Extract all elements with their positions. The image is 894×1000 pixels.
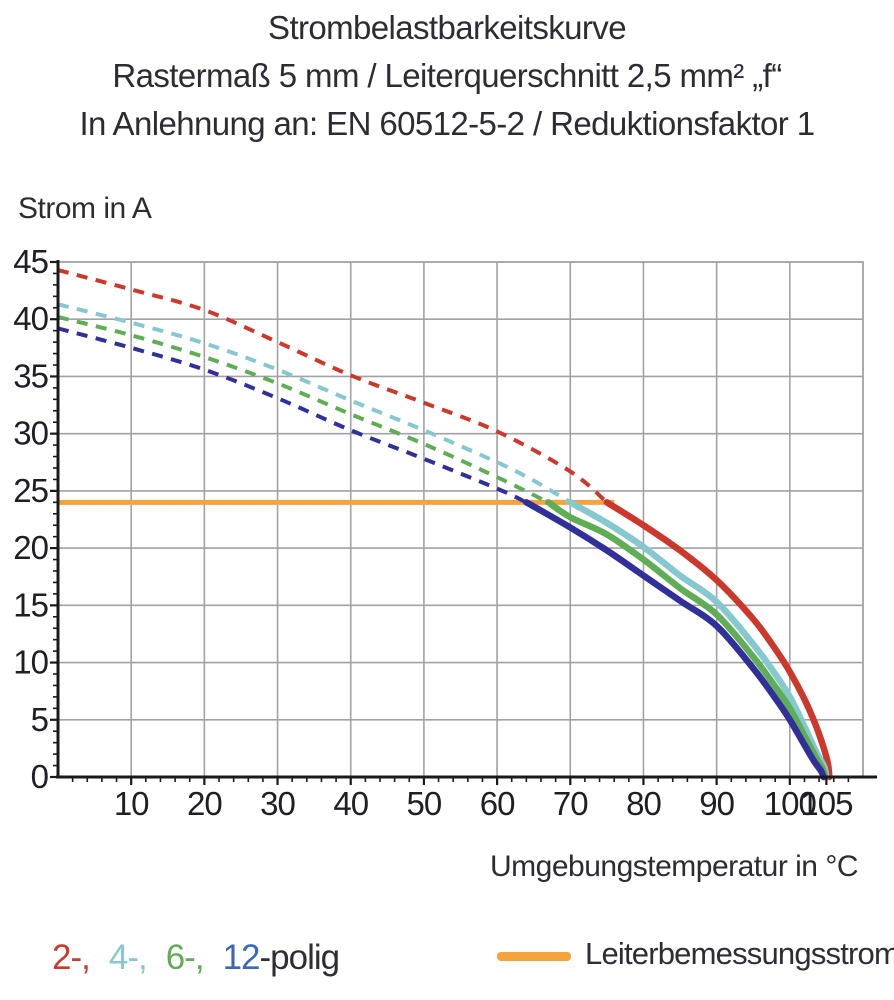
- x-tick-label-30: 30: [260, 785, 295, 822]
- curve-6-polig-derating-dashed: [57, 314, 550, 505]
- legend-rated-current: Leiterbemessungsstrom: [497, 936, 894, 972]
- rated-current-swatch: [497, 951, 571, 961]
- chart-title-line-2: Rastermaß 5 mm / Leiterquerschnitt 2,5 m…: [112, 57, 782, 94]
- legend-item-12-polig: 12: [222, 938, 261, 977]
- x-tick-label-90: 90: [699, 785, 734, 822]
- y-tick-label-0: 0: [31, 758, 49, 795]
- chart-title-line-1: Strombelastbarkeitskurve: [268, 9, 627, 46]
- legend-poles: 2-, 4-, 6-, 12 -polig: [52, 938, 341, 978]
- y-tick-label-35: 35: [13, 357, 48, 394]
- y-tick-label-10: 10: [13, 644, 48, 681]
- curve-2-polig: [603, 499, 833, 781]
- x-tick-label-60: 60: [480, 785, 515, 822]
- plot-border: [57, 261, 864, 778]
- x-axis-title: Umgebungstemperatur in °C: [489, 850, 859, 883]
- axes: [56, 260, 877, 779]
- grid: [58, 262, 863, 777]
- y-tick-label-20: 20: [13, 529, 48, 566]
- x-tick-label-105: 105: [800, 785, 852, 822]
- x-tick-label-100: 100: [764, 785, 817, 822]
- curve-6-polig: [545, 499, 829, 781]
- x-tick-label-40: 40: [333, 785, 368, 822]
- legend-poles-suffix: -polig: [259, 938, 341, 977]
- x-tick-label-10: 10: [114, 785, 149, 822]
- y-tick-label-30: 30: [13, 415, 48, 452]
- chart-title-line-3: In Anlehnung an: EN 60512-5-2 / Reduktio…: [79, 105, 815, 142]
- y-tick-label-15: 15: [13, 586, 48, 623]
- x-tick-label-70: 70: [553, 785, 588, 822]
- curve-12-polig-derating-dashed: [57, 326, 528, 505]
- x-tick-label-20: 20: [187, 785, 222, 822]
- y-tick-label-5: 5: [31, 701, 48, 738]
- curve-12-polig: [523, 499, 827, 781]
- chart-title: Strombelastbarkeitskurve Rastermaß 5 mm …: [0, 4, 894, 148]
- curve-4-polig-derating-dashed: [57, 302, 572, 505]
- ticks: [50, 260, 850, 785]
- x-tick-label-80: 80: [626, 785, 661, 822]
- x-tick-label-50: 50: [407, 785, 442, 822]
- y-tick-label-25: 25: [13, 472, 48, 509]
- y-tick-label-40: 40: [13, 300, 48, 337]
- legend-item-2-polig: 2-,: [52, 938, 91, 977]
- legend-item-6-polig: 6-,: [165, 938, 205, 977]
- y-tick-label-45: 45: [13, 243, 48, 280]
- curve-4-polig: [567, 499, 830, 781]
- rated-current-label: Leiterbemessungsstrom: [585, 936, 894, 971]
- legend-item-4-polig: 4-,: [108, 938, 148, 977]
- curve-2-polig-derating-dashed: [57, 268, 609, 504]
- y-axis-title: Strom in A: [18, 192, 152, 225]
